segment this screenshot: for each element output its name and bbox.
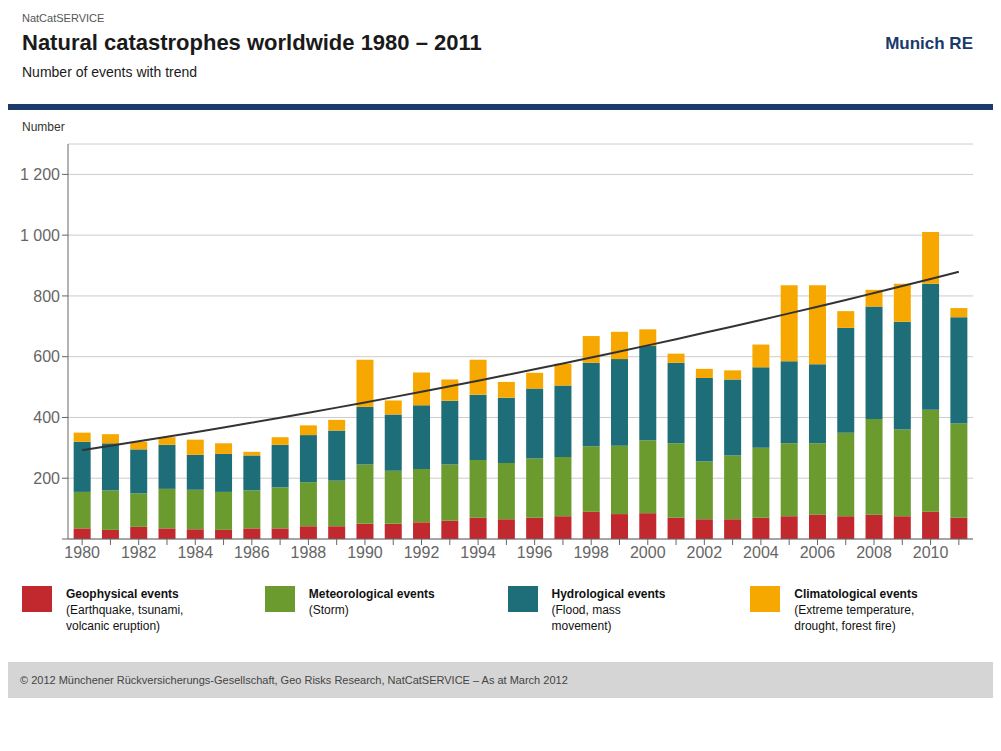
html-text:Natural catastrophes worldwide: Natural catastrophes worldwide 1980 – 20…: [22, 30, 482, 55]
svg-text:1986: 1986: [234, 544, 270, 561]
html-text:NatCatSERVICE: NatCatSERVICE: [22, 12, 105, 24]
svg-text:2008: 2008: [856, 544, 892, 561]
svg-text:800: 800: [33, 288, 60, 305]
html-text:Munich RE: Munich RE: [885, 34, 973, 53]
html-text:Number: Number: [22, 120, 65, 134]
html-text:Hydrological events: Hydrological events: [551, 587, 666, 601]
svg-text:1988: 1988: [291, 544, 327, 561]
html-text:Climatological events: Climatological events: [794, 587, 918, 601]
svg-text:2000: 2000: [630, 544, 666, 561]
svg-text:2006: 2006: [800, 544, 836, 561]
svg-text:600: 600: [33, 348, 60, 365]
svg-text:1982: 1982: [121, 544, 157, 561]
html-text:(Flood, mass: (Flood, mass: [551, 603, 621, 617]
html-text:© 2012 Münchener Rückversicher: © 2012 Münchener Rückversicherungs-Gesel…: [20, 674, 568, 686]
svg-text:400: 400: [33, 409, 60, 426]
html-text:(Earthquake, tsunami,: (Earthquake, tsunami,: [66, 603, 184, 617]
svg-text:1 200: 1 200: [20, 166, 60, 183]
svg-text:1980: 1980: [64, 544, 100, 561]
html-text:(Extreme temperature,: (Extreme temperature,: [794, 603, 915, 617]
svg-text:2002: 2002: [687, 544, 723, 561]
svg-text:1984: 1984: [177, 544, 213, 561]
svg-text:1996: 1996: [517, 544, 553, 561]
html-text:movement): movement): [551, 619, 612, 633]
svg-text:2010: 2010: [913, 544, 949, 561]
svg-text:1992: 1992: [404, 544, 440, 561]
svg-text:1990: 1990: [347, 544, 383, 561]
html-text:drought, forest fire): drought, forest fire): [794, 619, 896, 633]
svg-text:1998: 1998: [573, 544, 609, 561]
html-text:Geophysical events: Geophysical events: [66, 587, 179, 601]
svg-text:2004: 2004: [743, 544, 779, 561]
html-text:Number of events with trend: Number of events with trend: [22, 64, 198, 80]
svg-text:1 000: 1 000: [20, 227, 60, 244]
svg-text:200: 200: [33, 470, 60, 487]
html-text:volcanic eruption): volcanic eruption): [66, 619, 161, 633]
html-text:Meteorological events: Meteorological events: [308, 587, 435, 601]
svg-text:1994: 1994: [460, 544, 496, 561]
html-text:(Storm): (Storm): [308, 603, 349, 617]
